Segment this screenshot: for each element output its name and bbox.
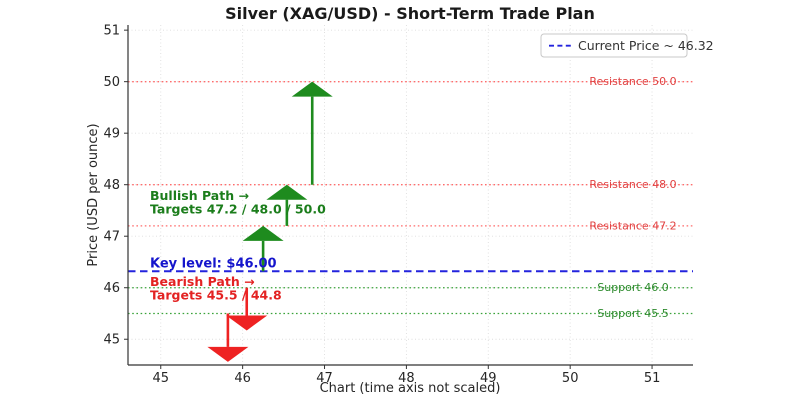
y-tick-label: 48 — [103, 178, 120, 193]
y-tick-label: 47 — [103, 230, 120, 245]
x-tick-label: 45 — [153, 371, 170, 386]
bullish-arrow-head — [291, 81, 333, 97]
x-axis-label: Chart (time axis not scaled) — [320, 381, 501, 396]
bullish-path-annotation: Bullish Path → — [150, 188, 249, 203]
chart-geometry — [124, 25, 693, 369]
x-tick-label: 49 — [480, 371, 497, 386]
resistance-label-48: Resistance 48.0 — [589, 178, 676, 191]
resistance-label-50: Resistance 50.0 — [589, 75, 676, 88]
bullish-targets-annotation: Targets 47.2 / 48.0 / 50.0 — [150, 202, 326, 217]
x-tick-label: 51 — [644, 371, 661, 386]
x-tick-label: 48 — [398, 371, 415, 386]
support-label-45-5: Support 45.5 — [597, 307, 668, 320]
bullish-arrow-head — [242, 225, 284, 241]
y-tick-label: 51 — [103, 24, 120, 39]
legend-current-price-label: Current Price ~ 46.32 — [578, 38, 714, 53]
y-tick-label: 50 — [103, 75, 120, 90]
x-tick-label: 46 — [234, 371, 251, 386]
resistance-label-47-2: Resistance 47.2 — [589, 219, 676, 232]
x-tick-label: 50 — [562, 371, 579, 386]
y-axis-label: Price (USD per ounce) — [86, 123, 101, 266]
bearish-arrow-head — [207, 346, 249, 362]
y-tick-label: 49 — [103, 127, 120, 142]
bearish-path-annotation: Bearish Path → — [150, 274, 255, 289]
chart-title: Silver (XAG/USD) - Short-Term Trade Plan — [225, 4, 595, 23]
support-label-46: Support 46.0 — [597, 281, 668, 294]
x-tick-label: 47 — [316, 371, 333, 386]
bearish-arrow-head — [226, 315, 268, 331]
key-level-annotation: Key level: $46.00 — [150, 257, 277, 272]
bearish-targets-annotation: Targets 45.5 / 44.8 — [150, 288, 282, 303]
bullish-arrow-head — [266, 184, 308, 200]
y-tick-label: 45 — [103, 333, 120, 348]
y-tick-label: 46 — [103, 281, 120, 296]
legend-box — [540, 33, 688, 58]
